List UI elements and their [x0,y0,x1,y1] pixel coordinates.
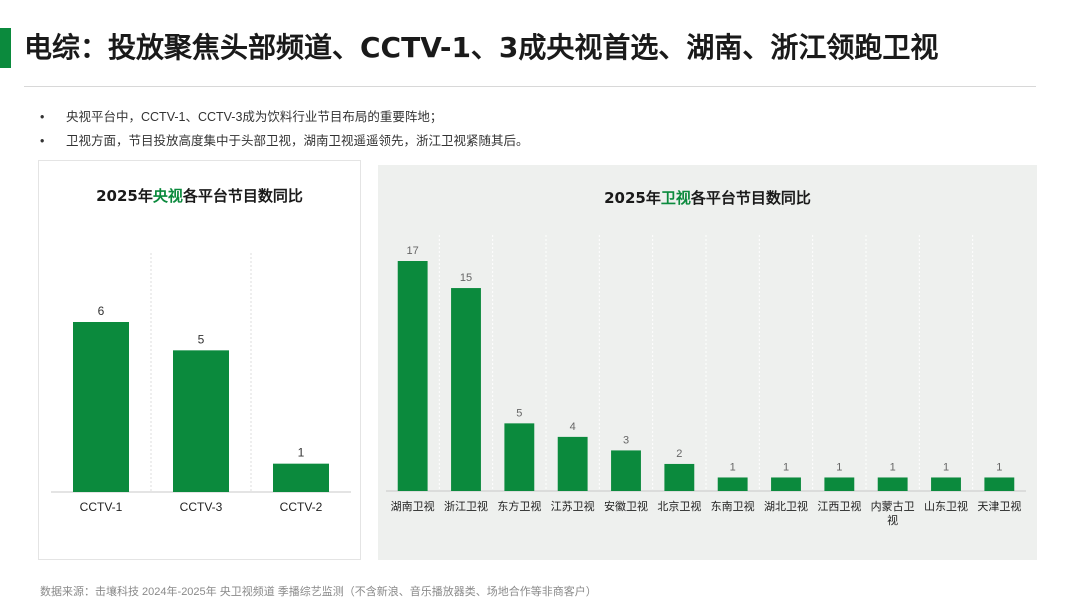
title-divider [24,86,1036,87]
bar [557,436,588,491]
bullet-list: 央视平台中，CCTV-1、CCTV-3成为饮料行业节目布局的重要阵地； 卫视方面… [40,108,529,156]
bar [664,463,695,491]
category-tick-label: CCTV-2 [280,500,323,514]
category-tick-label: 江西卫视 [817,499,861,513]
bar [984,477,1015,491]
bar-value-label: 1 [890,461,896,473]
category-tick-label: 东南卫视 [711,499,755,513]
bar-value-label: 6 [98,304,105,318]
category-tick-label: 视 [887,513,898,527]
bar-value-label: 1 [943,461,949,473]
satellite-chart-panel: 2025年卫视各平台节目数同比 17 湖南卫视 15 浙江卫视 5 东方卫视 4 江苏卫视 3 安… [378,165,1037,560]
category-tick-label: 山东卫视 [924,499,968,513]
bar-value-label: 15 [460,272,472,284]
bar [824,477,855,491]
bar-value-label: 5 [516,407,522,419]
satellite-chart-title-suffix: 各平台节目数同比 [690,189,811,207]
category-tick-label: 安徽卫视 [604,499,648,513]
bar-value-label: 1 [730,461,736,473]
bar [73,322,129,492]
bar [273,463,329,492]
bar [771,477,801,491]
bar-value-label: 1 [836,461,842,473]
category-tick-label: 内蒙古卫 [871,499,915,513]
bar-value-label: 5 [198,332,205,346]
bar-value-label: 1 [298,446,305,460]
satellite-chart-title-prefix: 2025年 [604,189,661,207]
bar [877,477,908,491]
category-tick-label: CCTV-1 [80,500,123,514]
category-tick-label: 江苏卫视 [551,499,595,513]
data-source-note: 数据来源：击壤科技 2024年-2025年 央卫视频道 季播综艺监测（不含新浪、… [40,586,597,598]
category-tick-label: 北京卫视 [657,499,701,513]
cctv-chart-title-suffix: 各平台节目数同比 [182,187,303,205]
bar-value-label: 4 [570,421,576,433]
cctv-chart-title-prefix: 2025年 [96,187,153,205]
bar [451,288,481,491]
satellite-bar-chart: 17 湖南卫视 15 浙江卫视 5 东方卫视 4 江苏卫视 3 安徽卫视 2 北京卫视 1 东南卫视 1 湖北… [386,235,1026,527]
bar [611,450,641,491]
cctv-chart-title-highlight: 央视 [152,187,183,205]
cctv-chart-title: 2025年央视各平台节目数同比 [39,185,360,206]
bar [931,477,961,491]
bar [504,423,535,491]
bar-value-label: 3 [623,434,629,446]
category-tick-label: 东方卫视 [497,499,541,513]
title-accent-bar [0,28,11,68]
satellite-chart-title: 2025年卫视各平台节目数同比 [378,187,1037,208]
satellite-chart-title-highlight: 卫视 [660,189,691,207]
category-tick-label: 湖北卫视 [764,499,808,513]
bar [397,261,428,491]
bar-value-label: 2 [676,448,682,460]
cctv-bar-chart: 6 CCTV-1 5 CCTV-3 1 CCTV-2 [51,253,351,514]
bar-value-label: 1 [996,461,1002,473]
bullet-item: 央视平台中，CCTV-1、CCTV-3成为饮料行业节目布局的重要阵地； [40,108,529,132]
bar-value-label: 17 [407,245,419,257]
category-tick-label: 天津卫视 [977,499,1021,513]
page-title: 电综：投放聚焦头部频道、CCTV-1、3成央视首选、湖南、浙江领跑卫视 [24,31,939,64]
cctv-chart-panel: 2025年央视各平台节目数同比 6 CCTV-1 5 CCTV-3 1 CCTV-2 [38,160,361,560]
bullet-item: 卫视方面，节目投放高度集中于头部卫视，湖南卫视遥遥领先，浙江卫视紧随其后。 [40,132,529,156]
category-tick-label: 浙江卫视 [444,499,488,513]
bar [173,350,229,492]
category-tick-label: CCTV-3 [180,500,223,514]
category-tick-label: 湖南卫视 [391,499,435,513]
bar [717,477,748,491]
bar-value-label: 1 [783,461,789,473]
